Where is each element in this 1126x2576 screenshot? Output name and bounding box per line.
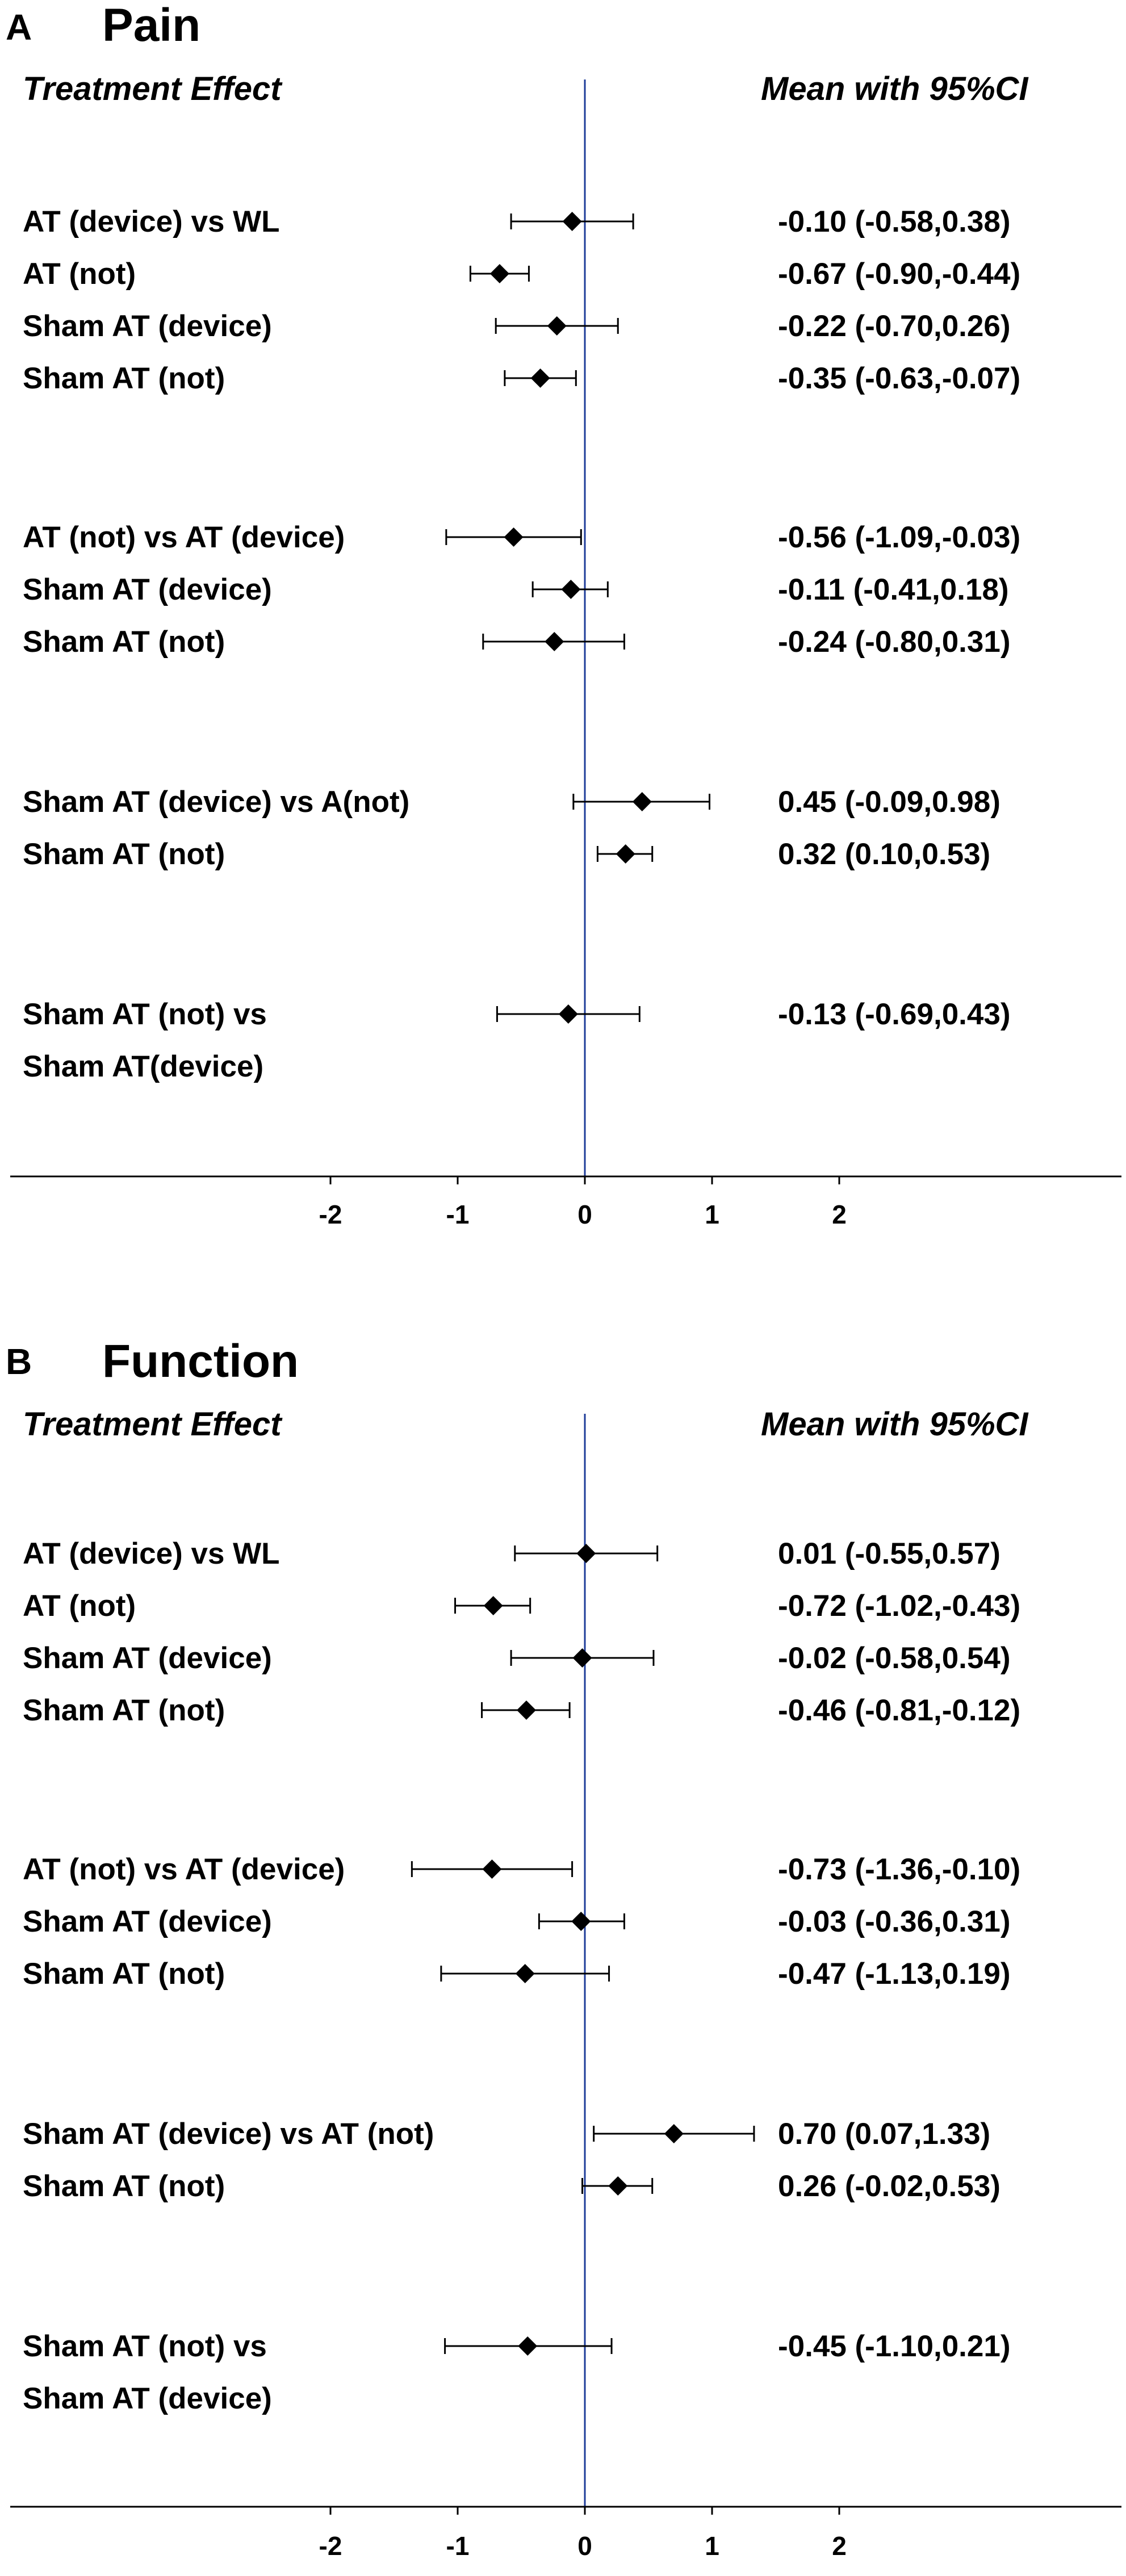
mean-ci-value: 0.26 (-0.02,0.53) [778, 2169, 1001, 2203]
mean-ci-value: -0.11 (-0.41,0.18) [778, 573, 1009, 606]
row-label: AT (not) [23, 1589, 136, 1623]
point-estimate-marker [632, 792, 652, 811]
point-estimate-marker [616, 844, 635, 864]
row-label: Sham AT (not) [23, 1957, 225, 1991]
point-estimate-marker [482, 1859, 502, 1879]
mean-ci-value: 0.45 (-0.09,0.98) [778, 785, 1001, 819]
point-estimate-marker [576, 1544, 596, 1563]
row-label: AT (not) vs AT (device) [23, 521, 345, 554]
x-tick-label: -2 [319, 2531, 342, 2561]
panel-title: Pain [102, 0, 200, 51]
point-estimate-marker [558, 1004, 578, 1024]
row-label: AT (not) [23, 257, 136, 291]
x-tick-label: -2 [319, 1200, 342, 1229]
mean-ci-value: -0.45 (-1.10,0.21) [778, 2330, 1011, 2363]
row-label: Sham AT (device) [23, 1905, 272, 1938]
point-estimate-marker [608, 2176, 628, 2196]
x-tick-label: -1 [446, 2531, 470, 2561]
x-tick-label: 2 [832, 2531, 847, 2561]
x-tick-label: 1 [705, 1200, 719, 1229]
point-estimate-marker [515, 1964, 535, 1983]
point-estimate-marker [561, 580, 581, 599]
panel-letter: B [6, 1341, 32, 1382]
column-header-treatment: Treatment Effect [23, 1406, 283, 1443]
panel-letter: A [6, 7, 32, 48]
row-label-line2: Sham AT (device) [23, 2382, 272, 2415]
row-label: Sham AT (not) [23, 2169, 225, 2203]
mean-ci-value: -0.46 (-0.81,-0.12) [778, 1694, 1020, 1727]
mean-ci-value: -0.13 (-0.69,0.43) [778, 998, 1011, 1031]
x-tick-label: 0 [577, 2531, 592, 2561]
x-tick-label: -1 [446, 1200, 470, 1229]
point-estimate-marker [483, 1596, 503, 1615]
mean-ci-value: -0.35 (-0.63,-0.07) [778, 362, 1020, 395]
x-tick-label: 1 [705, 2531, 719, 2561]
mean-ci-value: -0.22 (-0.70,0.26) [778, 309, 1011, 343]
row-label: AT (device) vs WL [23, 1537, 280, 1570]
mean-ci-value: -0.67 (-0.90,-0.44) [778, 257, 1020, 291]
mean-ci-value: -0.56 (-1.09,-0.03) [778, 521, 1020, 554]
point-estimate-marker [571, 1912, 591, 1931]
row-label: Sham AT (device) vs AT (not) [23, 2117, 434, 2151]
column-header-mean-ci: Mean with 95%CI [761, 1406, 1029, 1443]
row-label: Sham AT (not) vs [23, 998, 267, 1031]
mean-ci-value: -0.10 (-0.58,0.38) [778, 205, 1011, 238]
point-estimate-marker [516, 1700, 536, 1720]
row-label: AT (device) vs WL [23, 205, 280, 238]
mean-ci-value: -0.47 (-1.13,0.19) [778, 1957, 1011, 1991]
panel-title: Function [102, 1335, 299, 1387]
column-header-treatment: Treatment Effect [23, 70, 283, 107]
row-label: AT (not) vs AT (device) [23, 1853, 345, 1886]
point-estimate-marker [572, 1648, 592, 1668]
point-estimate-marker [547, 316, 567, 336]
mean-ci-value: -0.72 (-1.02,-0.43) [778, 1589, 1020, 1623]
row-label: Sham AT (device) [23, 573, 272, 606]
point-estimate-marker [562, 212, 582, 231]
row-label: Sham AT (not) [23, 362, 225, 395]
point-estimate-marker [545, 632, 564, 651]
mean-ci-value: 0.01 (-0.55,0.57) [778, 1537, 1001, 1570]
row-label: Sham AT (not) [23, 837, 225, 871]
point-estimate-marker [530, 368, 550, 388]
row-label-line2: Sham AT(device) [23, 1050, 263, 1083]
row-label: Sham AT (device) [23, 309, 272, 343]
row-label: Sham AT (not) [23, 1694, 225, 1727]
point-estimate-marker [664, 2124, 684, 2143]
x-tick-label: 0 [577, 1200, 592, 1229]
row-label: Sham AT (device) [23, 1641, 272, 1675]
point-estimate-marker [504, 527, 524, 547]
mean-ci-value: -0.03 (-0.36,0.31) [778, 1905, 1011, 1938]
column-header-mean-ci: Mean with 95%CI [761, 70, 1029, 107]
mean-ci-value: 0.70 (0.07,1.33) [778, 2117, 990, 2151]
mean-ci-value: -0.24 (-0.80,0.31) [778, 625, 1011, 659]
mean-ci-value: -0.02 (-0.58,0.54) [778, 1641, 1011, 1675]
point-estimate-marker [489, 264, 509, 283]
mean-ci-value: -0.73 (-1.36,-0.10) [778, 1853, 1020, 1886]
mean-ci-value: 0.32 (0.10,0.53) [778, 837, 990, 871]
x-tick-label: 2 [832, 1200, 847, 1229]
row-label: Sham AT (not) vs [23, 2330, 267, 2363]
row-label: Sham AT (device) vs A(not) [23, 785, 409, 819]
row-label: Sham AT (not) [23, 625, 225, 659]
point-estimate-marker [518, 2336, 538, 2356]
